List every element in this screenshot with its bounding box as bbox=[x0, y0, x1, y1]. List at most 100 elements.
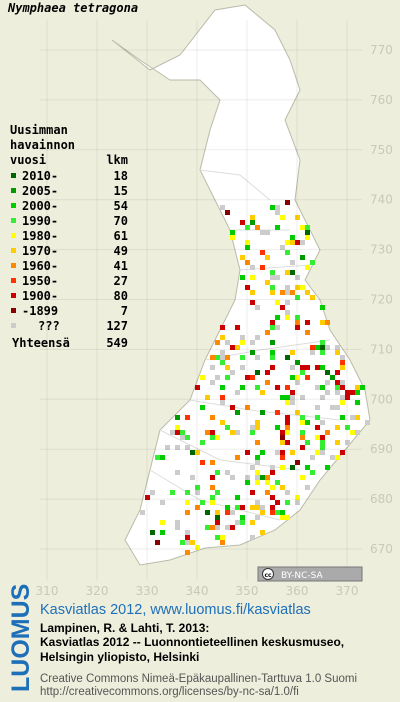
observation-square bbox=[330, 405, 335, 410]
observation-square bbox=[280, 245, 285, 250]
observation-square bbox=[275, 325, 280, 330]
observation-square bbox=[235, 520, 240, 525]
observation-square bbox=[275, 275, 280, 280]
legend-label: 1900- bbox=[22, 289, 58, 303]
badge-text: BY-NC-SA bbox=[281, 571, 324, 581]
observation-square bbox=[240, 385, 245, 390]
legend-heading: vuosi bbox=[10, 153, 46, 167]
observation-square bbox=[280, 485, 285, 490]
observation-square bbox=[250, 430, 255, 435]
observation-square bbox=[225, 210, 230, 215]
observation-square bbox=[305, 320, 310, 325]
observation-square bbox=[205, 510, 210, 515]
observation-square bbox=[280, 440, 285, 445]
legend-swatch bbox=[11, 188, 16, 193]
observation-square bbox=[315, 450, 320, 455]
legend-swatch bbox=[11, 203, 16, 208]
observation-square bbox=[325, 345, 330, 350]
legend-swatch bbox=[11, 308, 16, 313]
observation-square bbox=[185, 445, 190, 450]
observation-square bbox=[225, 505, 230, 510]
observation-square bbox=[340, 395, 345, 400]
atlas-link[interactable]: Kasviatlas 2012, www.luomus.fi/kasviatla… bbox=[40, 602, 311, 618]
legend-count: 7 bbox=[121, 304, 128, 318]
observation-square bbox=[290, 465, 295, 470]
observation-square bbox=[220, 540, 225, 545]
observation-square bbox=[240, 365, 245, 370]
observation-square bbox=[215, 515, 220, 520]
observation-square bbox=[230, 230, 235, 235]
observation-square bbox=[270, 340, 275, 345]
observation-square bbox=[170, 430, 175, 435]
observation-square bbox=[325, 320, 330, 325]
observation-square bbox=[330, 375, 335, 380]
legend-swatch bbox=[11, 218, 16, 223]
observation-square bbox=[335, 345, 340, 350]
observation-square bbox=[310, 350, 315, 355]
observation-square bbox=[320, 320, 325, 325]
observation-square bbox=[335, 440, 340, 445]
observation-square bbox=[310, 345, 315, 350]
observation-square bbox=[295, 500, 300, 505]
observation-square bbox=[260, 265, 265, 270]
observation-square bbox=[210, 525, 215, 530]
observation-square bbox=[340, 355, 345, 360]
observation-square bbox=[355, 415, 360, 420]
grid-label-x: 320 bbox=[86, 584, 109, 598]
observation-square bbox=[305, 230, 310, 235]
observation-square bbox=[235, 410, 240, 415]
observation-square bbox=[270, 505, 275, 510]
observation-square bbox=[250, 505, 255, 510]
legend-count: 61 bbox=[114, 229, 128, 243]
observation-square bbox=[270, 205, 275, 210]
observation-square bbox=[305, 485, 310, 490]
observation-square bbox=[185, 530, 190, 535]
observation-square bbox=[230, 525, 235, 530]
observation-square bbox=[285, 415, 290, 420]
observation-square bbox=[195, 485, 200, 490]
observation-square bbox=[175, 445, 180, 450]
observation-square bbox=[195, 545, 200, 550]
observation-square bbox=[230, 370, 235, 375]
observation-square bbox=[250, 300, 255, 305]
observation-square bbox=[240, 335, 245, 340]
observation-square bbox=[235, 430, 240, 435]
observation-square bbox=[360, 385, 365, 390]
observation-square bbox=[195, 450, 200, 455]
observation-square bbox=[315, 425, 320, 430]
observation-square bbox=[220, 355, 225, 360]
observation-square bbox=[320, 345, 325, 350]
observation-square bbox=[300, 445, 305, 450]
observation-square bbox=[245, 225, 250, 230]
grid-label-y: 750 bbox=[370, 143, 393, 157]
observation-square bbox=[185, 535, 190, 540]
legend-label: 1950- bbox=[22, 274, 58, 288]
observation-square bbox=[285, 425, 290, 430]
legend-count: 18 bbox=[114, 169, 128, 183]
legend-heading: havainnon bbox=[10, 138, 75, 152]
license-line: Creative Commons Nimeä-Epäkaupallinen-Ta… bbox=[40, 673, 357, 685]
legend-swatch bbox=[11, 248, 16, 253]
observation-square bbox=[290, 235, 295, 240]
license-line[interactable]: http://creativecommons.org/licenses/by-n… bbox=[40, 686, 299, 698]
observation-square bbox=[230, 345, 235, 350]
observation-square bbox=[290, 375, 295, 380]
legend-swatch bbox=[11, 263, 16, 268]
observation-square bbox=[180, 435, 185, 440]
legend-label: 1990- bbox=[22, 214, 58, 228]
observation-square bbox=[185, 540, 190, 545]
observation-squares bbox=[140, 200, 370, 555]
observation-square bbox=[280, 515, 285, 520]
observation-square bbox=[245, 285, 250, 290]
legend-label: 2005- bbox=[22, 184, 58, 198]
observation-square bbox=[150, 530, 155, 535]
observation-square bbox=[220, 335, 225, 340]
observation-square bbox=[335, 455, 340, 460]
observation-square bbox=[285, 300, 290, 305]
logo[interactable]: LUOMUS bbox=[7, 584, 35, 692]
observation-square bbox=[280, 215, 285, 220]
observation-square bbox=[320, 435, 325, 440]
legend-count: 15 bbox=[114, 184, 128, 198]
observation-square bbox=[215, 520, 220, 525]
observation-square bbox=[335, 390, 340, 395]
